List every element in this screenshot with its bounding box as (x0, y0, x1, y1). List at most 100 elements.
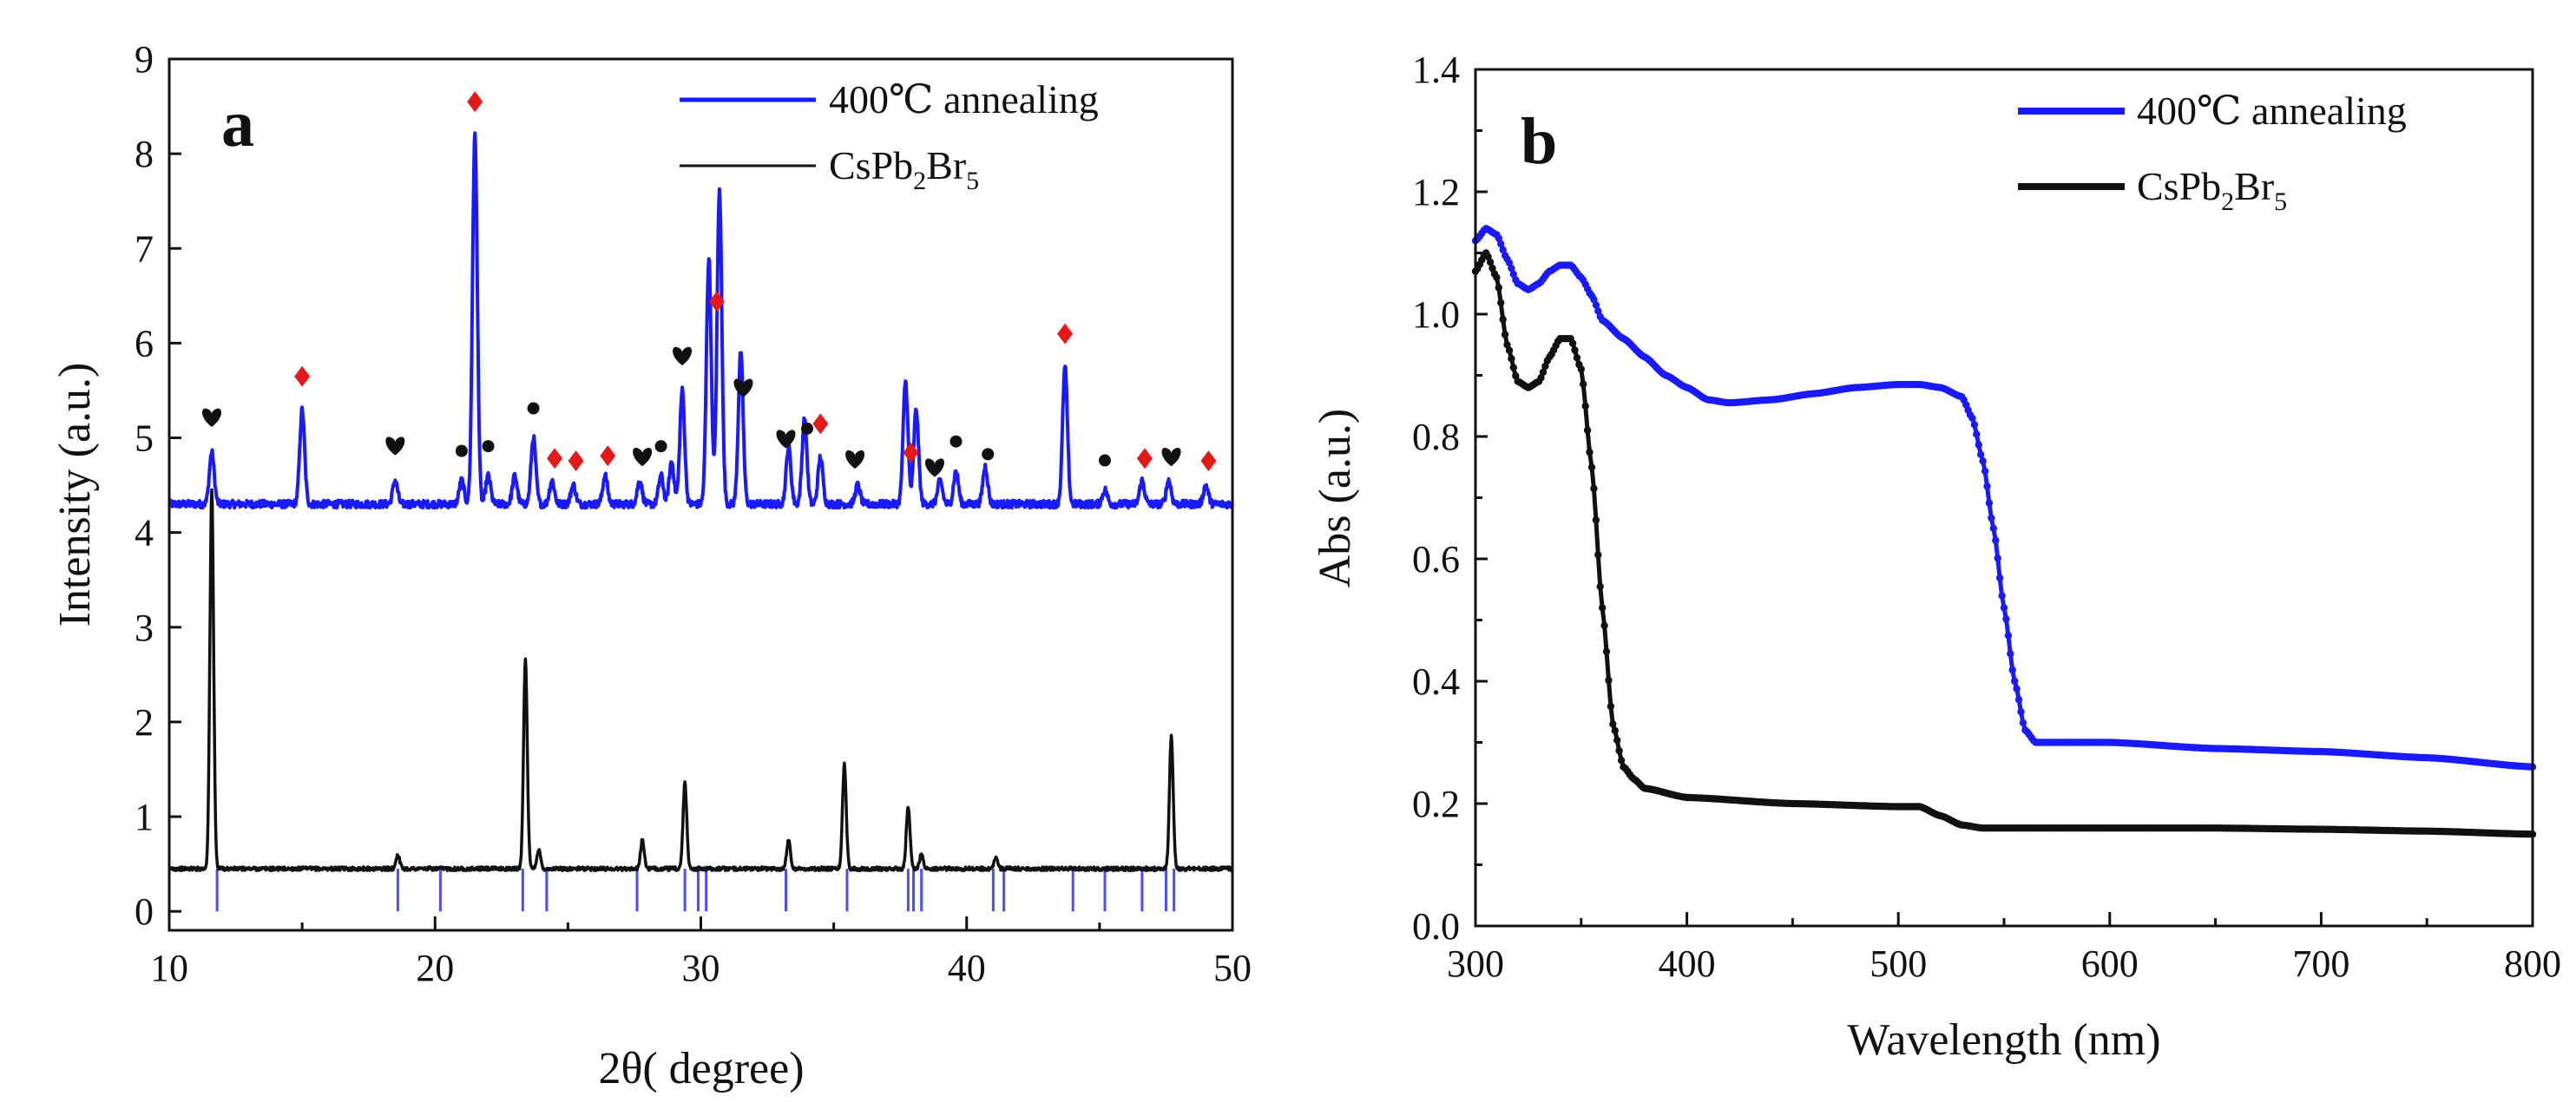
a-dot-marker-4 (801, 422, 813, 435)
a-legend-mid: Br (926, 143, 966, 187)
b-series-1-point (1611, 726, 1620, 735)
a-y-axis-title: Intensity (a.u.) (50, 363, 100, 627)
b-x-tick-label-1: 400 (1659, 942, 1716, 985)
b-y-tick-label-1: 0.2 (1412, 783, 1460, 825)
b-series-1-point (1617, 757, 1626, 765)
b-series-0-point (1968, 414, 1976, 423)
a-panel-letter: a (221, 88, 254, 161)
a-heart-marker-5 (776, 430, 796, 449)
b-series-0-point (1590, 295, 1598, 304)
a-heart-marker-8 (1161, 447, 1181, 467)
a-x-tick-label-2: 30 (682, 947, 720, 989)
b-series-1-point (1495, 284, 1503, 292)
b-series-0-point (2007, 650, 2014, 658)
b-y-tick-label-5: 1.0 (1412, 293, 1460, 336)
a-series-line-1 (168, 488, 1234, 872)
a-ticks: 10 20 30 40 50 0 1 2 3 4 5 6 7 8 9 (135, 38, 1252, 989)
b-series-1-point (1613, 736, 1621, 745)
a-heart-marker-2 (633, 447, 653, 467)
a-diamond-marker-4 (600, 445, 616, 467)
b-series-0-point (2011, 677, 2019, 686)
b-legend-sub2: 5 (2274, 187, 2287, 216)
b-series-0-point (1981, 467, 1989, 476)
b-series-0-point (2017, 708, 2025, 716)
a-diamond-marker-0 (294, 365, 311, 387)
b-series-0-point (2019, 719, 2027, 726)
b-series-0-point (1988, 514, 1995, 522)
b-series-1-point (1537, 374, 1545, 382)
a-y-tick-label-1: 1 (135, 796, 154, 838)
b-series-1-point (1602, 647, 1611, 655)
panel-b: 300 400 500 600 700 800 0.0 0.2 0.4 0.6 0.8 1.0 1.2 1… (1311, 49, 2561, 1065)
a-dot-marker-3 (654, 440, 667, 453)
b-ticks: 300 400 500 600 700 800 0.0 0.2 0.4 0.6 0.8 1.0 1.2 1… (1412, 49, 2561, 985)
b-series-1-point (1581, 402, 1589, 410)
a-x-tick-label-3: 40 (948, 947, 986, 989)
a-legend-main: CsPb (829, 143, 913, 187)
b-series-1-point (1499, 315, 1507, 324)
a-y-tick-label-0: 0 (135, 890, 154, 933)
b-legend-annealed: 400℃ annealing (2137, 89, 2407, 133)
b-series-0-point (1994, 555, 2001, 562)
a-diamond-marker-8 (1057, 323, 1074, 345)
a-series-line-0 (168, 131, 1234, 510)
a-y-tick-label-8: 8 (135, 133, 154, 175)
a-y-tick-label-6: 6 (135, 322, 154, 364)
a-heart-marker-7 (925, 458, 944, 477)
b-series-1-point (1590, 484, 1598, 493)
a-dot-marker-2 (527, 402, 540, 415)
b-series-1-point (1607, 702, 1615, 711)
b-series-0-point (2014, 696, 2023, 704)
b-x-tick-label-2: 500 (1870, 942, 1927, 985)
b-series-0-point (1505, 259, 1514, 266)
b-series-0 (1471, 225, 2537, 771)
b-series-1-point (1587, 463, 1596, 471)
b-series-1-point (1493, 273, 1501, 281)
a-dot-marker-7 (1099, 454, 1111, 467)
a-y-tick-label-2: 2 (135, 701, 154, 744)
a-diamond-marker-6 (812, 413, 829, 435)
b-x-tick-label-5: 800 (2504, 942, 2561, 985)
a-diamond-marker-3 (568, 450, 584, 472)
b-series-1-point (1541, 362, 1549, 371)
b-series-0-point (1992, 536, 2000, 544)
b-series-0-point (2013, 685, 2021, 693)
b-legend-sub1: 2 (2221, 187, 2234, 216)
b-series-1-point (1577, 365, 1586, 373)
b-series-1-point (1488, 264, 1496, 272)
b-series-1-point (1573, 354, 1581, 362)
a-plot-frame (168, 57, 1234, 932)
a-dot-marker-5 (950, 435, 963, 448)
a-diamond-marker-2 (547, 448, 563, 469)
a-dot-marker-0 (455, 444, 468, 457)
b-series-0-point (1977, 450, 1985, 458)
a-peak-markers (202, 91, 1217, 477)
b-series-0-point (1592, 301, 1600, 309)
b-series-0-point (1979, 457, 1987, 465)
a-legend-cspb2br5: CsPb2Br5 (829, 143, 979, 195)
b-y-tick-label-3: 0.6 (1412, 538, 1460, 581)
b-series-0-point (1983, 483, 1991, 490)
b-series-1-point (1594, 551, 1602, 559)
b-series-0-point (1989, 524, 1997, 532)
a-y-tick-label-3: 3 (135, 607, 154, 649)
b-series-line-0 (1474, 226, 2533, 770)
a-y-tick-label-9: 9 (135, 38, 154, 81)
a-heart-marker-3 (673, 346, 693, 365)
b-series-0-point (2000, 604, 2008, 612)
b-series-1-point (1509, 364, 1518, 371)
b-y-tick-label-0: 0.0 (1412, 905, 1460, 948)
b-series-0-point (1973, 430, 1981, 438)
a-diamond-marker-10 (1200, 450, 1217, 472)
a-y-tick-label-7: 7 (135, 227, 154, 270)
b-series-1-point (1615, 746, 1623, 755)
b-y-axis-title: Abs (a.u.) (1311, 409, 1360, 588)
b-legend-cspb2br5: CsPb2Br5 (2137, 164, 2287, 216)
b-y-tick-label-6: 1.2 (1412, 171, 1460, 213)
b-y-tick-label-4: 0.8 (1412, 416, 1460, 458)
a-dot-marker-6 (982, 448, 995, 461)
b-legend-mid: Br (2234, 164, 2274, 208)
b-series-1-point (1539, 368, 1548, 377)
b-x-tick-label-4: 700 (2292, 942, 2349, 985)
